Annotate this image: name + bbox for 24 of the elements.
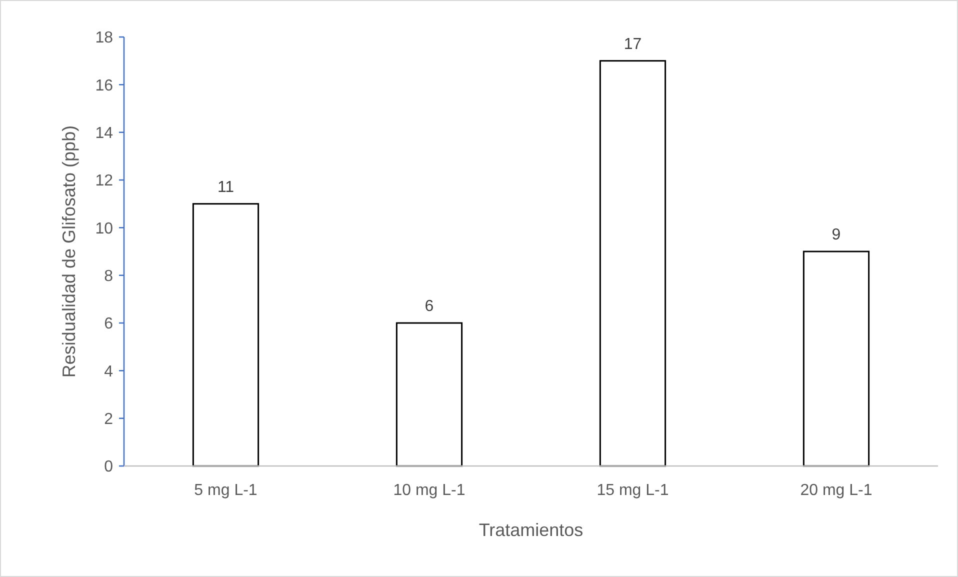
y-axis-title: Residualidad de Glifosato (ppb) <box>59 125 79 378</box>
y-tick-label: 0 <box>104 458 114 476</box>
x-tick-label: 20 mg L-1 <box>800 482 872 499</box>
data-label: 6 <box>424 298 434 315</box>
y-tick-label: 8 <box>104 268 114 285</box>
data-label: 17 <box>624 36 642 53</box>
bar <box>599 60 666 467</box>
y-tick-label: 6 <box>104 316 114 333</box>
y-tick-label: 14 <box>95 124 114 142</box>
bar <box>396 322 463 467</box>
y-tick-label: 4 <box>104 363 114 380</box>
bar <box>192 203 260 467</box>
y-tick-label: 16 <box>95 77 114 94</box>
x-tick-label: 15 mg L-1 <box>596 482 669 499</box>
x-axis-title: Tratamientos <box>478 520 584 540</box>
y-tick-label: 12 <box>95 172 114 190</box>
y-tick-label: 2 <box>104 410 114 428</box>
x-tick-label: 10 mg L-1 <box>393 482 466 499</box>
x-tick-label: 5 mg L-1 <box>194 482 258 499</box>
y-tick-label: 18 <box>95 30 114 47</box>
data-label: 9 <box>832 226 841 244</box>
y-tick-label: 10 <box>95 220 114 238</box>
bar <box>802 250 870 467</box>
data-label: 11 <box>217 178 234 196</box>
